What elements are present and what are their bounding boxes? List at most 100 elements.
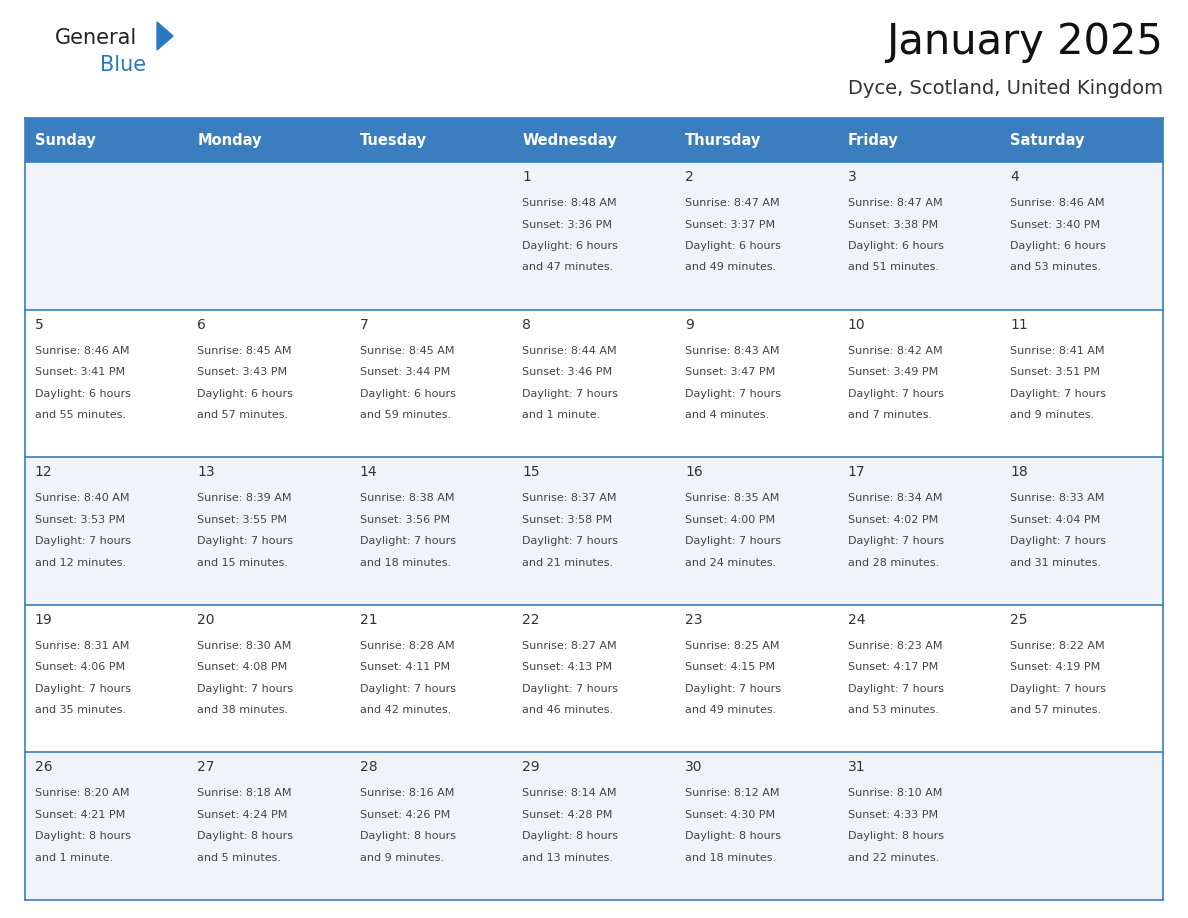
Bar — [838, 118, 1000, 162]
Text: 29: 29 — [523, 760, 541, 775]
Bar — [25, 162, 188, 309]
Bar — [675, 457, 838, 605]
Text: and 1 minute.: and 1 minute. — [34, 853, 113, 863]
Bar — [675, 753, 838, 900]
Text: 26: 26 — [34, 760, 52, 775]
Bar — [675, 605, 838, 753]
Text: Sunrise: 8:27 AM: Sunrise: 8:27 AM — [523, 641, 617, 651]
Text: 25: 25 — [1010, 613, 1028, 627]
Text: 16: 16 — [685, 465, 703, 479]
Text: Sunrise: 8:14 AM: Sunrise: 8:14 AM — [523, 789, 617, 799]
Text: Sunset: 3:41 PM: Sunset: 3:41 PM — [34, 367, 125, 377]
Text: 6: 6 — [197, 318, 207, 331]
Text: Daylight: 7 hours: Daylight: 7 hours — [360, 536, 456, 546]
Text: and 42 minutes.: and 42 minutes. — [360, 705, 451, 715]
Text: 11: 11 — [1010, 318, 1028, 331]
Text: Sunset: 3:55 PM: Sunset: 3:55 PM — [197, 515, 287, 525]
Text: Sunrise: 8:43 AM: Sunrise: 8:43 AM — [685, 345, 779, 355]
Text: Sunrise: 8:35 AM: Sunrise: 8:35 AM — [685, 493, 779, 503]
Text: Daylight: 6 hours: Daylight: 6 hours — [360, 388, 456, 398]
Text: Friday: Friday — [847, 132, 898, 148]
Text: Daylight: 7 hours: Daylight: 7 hours — [847, 684, 943, 694]
Text: Daylight: 6 hours: Daylight: 6 hours — [1010, 241, 1106, 251]
Text: Daylight: 7 hours: Daylight: 7 hours — [1010, 684, 1106, 694]
Text: Daylight: 7 hours: Daylight: 7 hours — [847, 388, 943, 398]
Text: and 38 minutes.: and 38 minutes. — [197, 705, 289, 715]
Bar — [188, 457, 350, 605]
Text: Sunset: 3:37 PM: Sunset: 3:37 PM — [685, 219, 775, 230]
Bar — [188, 162, 350, 309]
Text: Sunrise: 8:12 AM: Sunrise: 8:12 AM — [685, 789, 779, 799]
Text: 28: 28 — [360, 760, 378, 775]
Text: 1: 1 — [523, 170, 531, 184]
Text: Daylight: 7 hours: Daylight: 7 hours — [1010, 388, 1106, 398]
Text: 18: 18 — [1010, 465, 1028, 479]
Text: Sunrise: 8:41 AM: Sunrise: 8:41 AM — [1010, 345, 1105, 355]
Text: Daylight: 6 hours: Daylight: 6 hours — [847, 241, 943, 251]
Text: Sunrise: 8:48 AM: Sunrise: 8:48 AM — [523, 198, 617, 208]
Bar — [188, 753, 350, 900]
Text: Daylight: 7 hours: Daylight: 7 hours — [1010, 536, 1106, 546]
Bar — [675, 309, 838, 457]
Bar — [350, 457, 513, 605]
Text: Sunset: 3:38 PM: Sunset: 3:38 PM — [847, 219, 937, 230]
Text: and 51 minutes.: and 51 minutes. — [847, 263, 939, 273]
Bar — [188, 605, 350, 753]
Text: Daylight: 7 hours: Daylight: 7 hours — [197, 536, 293, 546]
Text: 20: 20 — [197, 613, 215, 627]
Text: and 7 minutes.: and 7 minutes. — [847, 410, 931, 420]
Bar — [350, 309, 513, 457]
Bar — [675, 118, 838, 162]
Bar — [350, 118, 513, 162]
Text: Wednesday: Wednesday — [523, 132, 618, 148]
Text: Daylight: 7 hours: Daylight: 7 hours — [523, 684, 619, 694]
Text: Sunrise: 8:33 AM: Sunrise: 8:33 AM — [1010, 493, 1105, 503]
Text: Daylight: 8 hours: Daylight: 8 hours — [523, 832, 619, 842]
Text: Blue: Blue — [100, 55, 146, 75]
Bar — [25, 118, 188, 162]
Bar — [1000, 162, 1163, 309]
Text: Sunset: 4:17 PM: Sunset: 4:17 PM — [847, 662, 937, 672]
Text: Daylight: 7 hours: Daylight: 7 hours — [685, 684, 781, 694]
Text: Daylight: 8 hours: Daylight: 8 hours — [847, 832, 943, 842]
Text: Sunset: 3:58 PM: Sunset: 3:58 PM — [523, 515, 613, 525]
Text: Daylight: 6 hours: Daylight: 6 hours — [523, 241, 618, 251]
Text: Sunrise: 8:45 AM: Sunrise: 8:45 AM — [360, 345, 454, 355]
Text: Sunrise: 8:46 AM: Sunrise: 8:46 AM — [1010, 198, 1105, 208]
Text: and 13 minutes.: and 13 minutes. — [523, 853, 613, 863]
Text: Daylight: 7 hours: Daylight: 7 hours — [34, 536, 131, 546]
Bar — [513, 457, 675, 605]
Text: 2: 2 — [685, 170, 694, 184]
Text: and 15 minutes.: and 15 minutes. — [197, 558, 289, 567]
Text: Sunset: 4:11 PM: Sunset: 4:11 PM — [360, 662, 450, 672]
Text: Sunset: 4:30 PM: Sunset: 4:30 PM — [685, 810, 775, 820]
Text: 31: 31 — [847, 760, 865, 775]
Bar — [513, 753, 675, 900]
Text: and 31 minutes.: and 31 minutes. — [1010, 558, 1101, 567]
Text: Sunset: 4:13 PM: Sunset: 4:13 PM — [523, 662, 613, 672]
Text: General: General — [55, 28, 138, 48]
Bar — [25, 309, 188, 457]
Text: 13: 13 — [197, 465, 215, 479]
Text: Sunrise: 8:23 AM: Sunrise: 8:23 AM — [847, 641, 942, 651]
Text: Sunrise: 8:46 AM: Sunrise: 8:46 AM — [34, 345, 129, 355]
Polygon shape — [157, 22, 173, 50]
Text: Sunset: 4:08 PM: Sunset: 4:08 PM — [197, 662, 287, 672]
Text: 21: 21 — [360, 613, 378, 627]
Text: Sunrise: 8:25 AM: Sunrise: 8:25 AM — [685, 641, 779, 651]
Text: and 1 minute.: and 1 minute. — [523, 410, 601, 420]
Text: and 46 minutes.: and 46 minutes. — [523, 705, 613, 715]
Text: Daylight: 8 hours: Daylight: 8 hours — [34, 832, 131, 842]
Text: Sunrise: 8:47 AM: Sunrise: 8:47 AM — [685, 198, 779, 208]
Text: and 18 minutes.: and 18 minutes. — [360, 558, 451, 567]
Text: Saturday: Saturday — [1010, 132, 1085, 148]
Bar — [838, 605, 1000, 753]
Text: Daylight: 6 hours: Daylight: 6 hours — [197, 388, 293, 398]
Text: Sunset: 4:00 PM: Sunset: 4:00 PM — [685, 515, 775, 525]
Text: and 49 minutes.: and 49 minutes. — [685, 705, 776, 715]
Text: Sunrise: 8:38 AM: Sunrise: 8:38 AM — [360, 493, 454, 503]
Text: Sunrise: 8:34 AM: Sunrise: 8:34 AM — [847, 493, 942, 503]
Text: Sunrise: 8:20 AM: Sunrise: 8:20 AM — [34, 789, 129, 799]
Text: Sunrise: 8:37 AM: Sunrise: 8:37 AM — [523, 493, 617, 503]
Bar — [513, 118, 675, 162]
